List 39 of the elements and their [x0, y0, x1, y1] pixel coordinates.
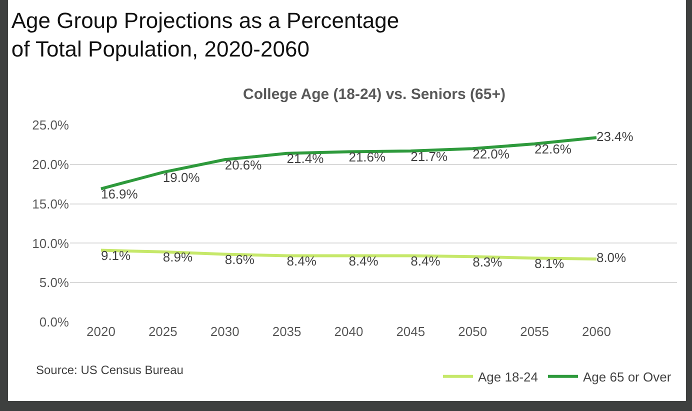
- data-label: 8.4%: [348, 254, 379, 269]
- y-tick-label: 20.0%: [32, 156, 70, 172]
- line-series: [99, 136, 598, 190]
- data-label: 21.6%: [348, 150, 386, 165]
- data-label: 8.3%: [472, 254, 503, 270]
- y-tick-label: 0.0%: [39, 314, 70, 330]
- x-tick-label: 2025: [148, 324, 178, 339]
- y-tick-label: 5.0%: [39, 275, 70, 290]
- x-tick-label: 2040: [334, 324, 364, 339]
- data-label: 23.4%: [596, 128, 634, 144]
- data-label: 8.1%: [534, 256, 565, 271]
- data-label: 8.4%: [410, 254, 441, 269]
- data-label: 21.4%: [286, 151, 324, 166]
- x-tick-label: 2045: [396, 324, 426, 339]
- y-tick-label: 10.0%: [32, 236, 70, 251]
- data-label: 9.1%: [100, 248, 132, 264]
- data-label: 8.0%: [596, 250, 627, 266]
- source-note: Source: US Census Bureau: [36, 363, 184, 377]
- x-tick-label: 2020: [86, 324, 116, 339]
- x-tick-label: 2030: [210, 324, 240, 339]
- y-tick-label: 25.0%: [32, 118, 70, 133]
- data-label: 8.6%: [224, 252, 255, 267]
- x-tick-label: 2055: [520, 324, 549, 339]
- chart-subtitle: College Age (18-24) vs. Seniors (65+): [243, 86, 506, 103]
- data-label: 22.6%: [534, 142, 572, 157]
- data-label: 16.9%: [100, 186, 138, 202]
- x-tick-label: 2035: [272, 324, 302, 339]
- y-tick-label: 15.0%: [32, 196, 70, 212]
- data-label: 21.7%: [410, 148, 448, 164]
- data-label: 8.4%: [286, 254, 317, 269]
- legend-label: Age 65 or Over: [583, 369, 672, 384]
- data-label: 22.0%: [472, 146, 510, 162]
- data-label: 19.0%: [162, 170, 200, 186]
- x-tick-label: 2060: [582, 324, 611, 339]
- data-label: 20.6%: [224, 157, 262, 172]
- legend-label: Age 18-24: [478, 369, 538, 384]
- data-label: 8.9%: [162, 250, 193, 265]
- x-tick-label: 2050: [458, 324, 488, 339]
- chart-title: Age Group Projections as a Percentage of Total Population, 2020-2060: [11, 8, 400, 62]
